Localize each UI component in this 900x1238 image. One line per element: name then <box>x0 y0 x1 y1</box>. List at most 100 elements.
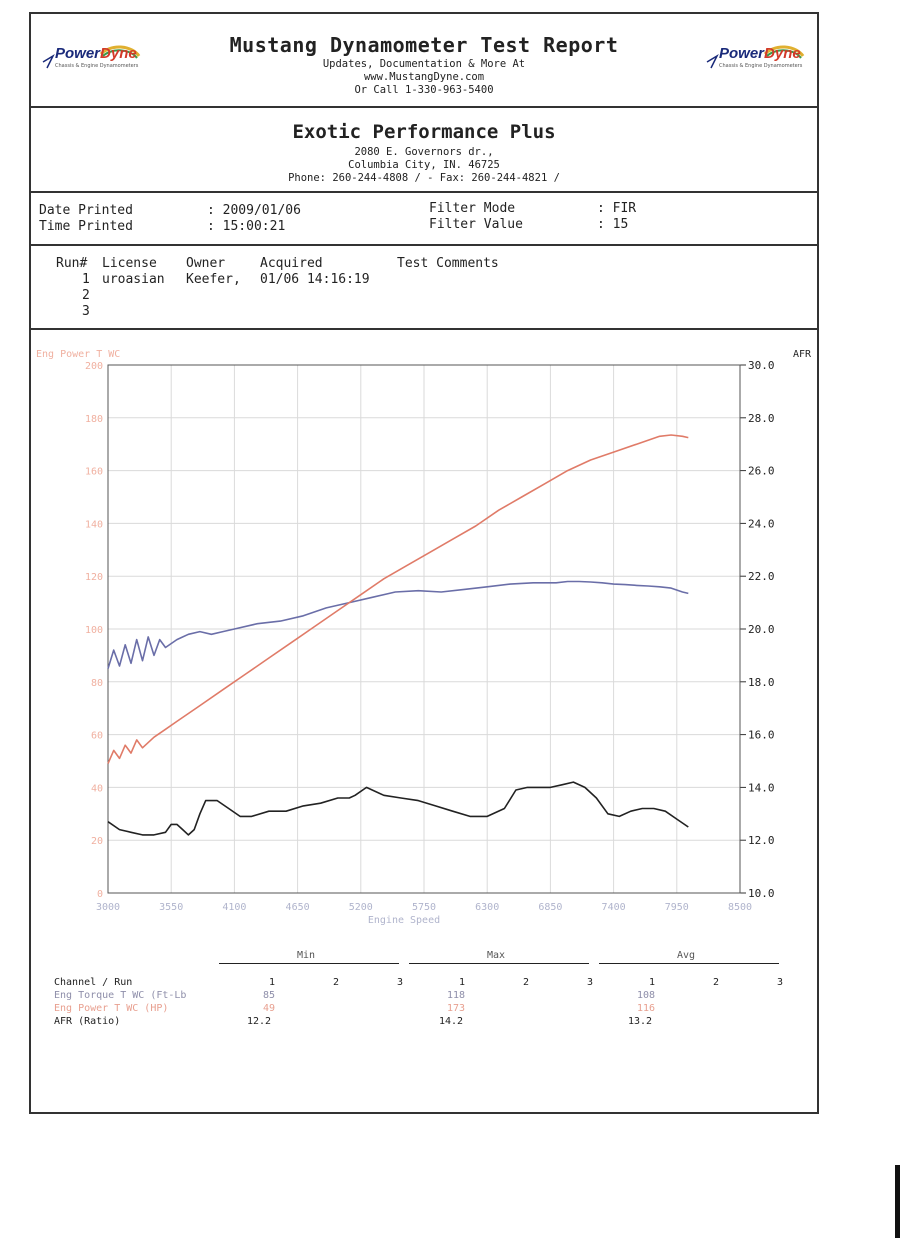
x-tick-label: 5200 <box>349 902 373 913</box>
avg-run-1: 1 <box>649 977 656 988</box>
series-line-power <box>107 434 689 764</box>
runs-header-comments: Test Comments <box>397 256 499 271</box>
date-printed-value: : 2009/01/06 <box>207 203 301 218</box>
shop-section: Exotic Performance Plus 2080 E. Governor… <box>31 108 817 193</box>
y-left-tick-label: 100 <box>85 625 103 636</box>
avg-run-3: 3 <box>777 977 784 988</box>
x-tick-label: 3550 <box>159 902 183 913</box>
y-right-axis-label: AFR <box>793 349 812 360</box>
max-run-3: 3 <box>587 977 594 988</box>
filter-mode-label: Filter Mode <box>429 201 516 216</box>
date-printed-label: Date Printed <box>39 203 133 218</box>
powerdyne-logo-right: PowerDyne Chassis & Engine Dynamometers <box>705 34 805 74</box>
dyno-chart: 3000 3550 4100 4650 5200 5750 6300 6850 7400 7950… <box>36 349 812 926</box>
print-info-section: Date Printed : 2009/01/06 Time Printed :… <box>31 193 817 246</box>
shop-address: 2080 E. Governors dr., <box>354 146 494 158</box>
summary-table: Min Max Avg Channel / Run 1 2 3 1 2 3 1 … <box>31 944 817 1054</box>
y-right-tick-label: 20.0 <box>748 623 775 636</box>
min-run-2: 2 <box>333 977 340 988</box>
runs-header-acquired: Acquired <box>260 256 323 271</box>
x-tick-label: 4100 <box>222 902 246 913</box>
time-printed-label: Time Printed <box>39 219 133 234</box>
header-line-1: Updates, Documentation & More At <box>322 58 526 70</box>
runs-header-owner: Owner <box>186 256 226 271</box>
y-right-tick-label: 18.0 <box>748 676 775 689</box>
run-number: 2 <box>82 288 90 303</box>
logo-left-tagline: Chassis & Engine Dynamometers <box>55 63 139 69</box>
y-left-tick-label: 80 <box>91 678 103 689</box>
y-left-tick-label: 20 <box>91 836 103 847</box>
y-right-tick-label: 14.0 <box>748 781 775 794</box>
logo-left-part2: Dyne <box>100 45 137 62</box>
series-line-afr <box>107 781 689 836</box>
y-right-tick-label: 10.0 <box>748 887 775 900</box>
filter-mode-value: : FIR <box>597 201 637 216</box>
logo-right-tagline: Chassis & Engine Dynamometers <box>719 63 803 69</box>
y-left-tick-label: 200 <box>85 361 103 372</box>
x-axis-label: Engine Speed <box>368 915 440 926</box>
summary-rule-avg <box>599 963 779 964</box>
series-line-torque <box>107 580 689 669</box>
y-right-tick-label: 12.0 <box>748 834 775 847</box>
runs-header-run: Run# <box>56 256 88 271</box>
x-tick-label: 8500 <box>728 902 752 913</box>
logo-arc-icon <box>42 45 141 69</box>
y-left-tick-label: 0 <box>97 889 103 900</box>
header-line-2: www.MustangDyne.com <box>363 71 485 83</box>
row-torque-max: 118 <box>447 990 466 1001</box>
row-afr-name: AFR (Ratio) <box>54 1016 121 1027</box>
channel-run-header: Channel / Run <box>54 977 133 988</box>
run-number: 1 <box>82 272 90 287</box>
x-tick-label: 7950 <box>665 902 689 913</box>
min-run-3: 3 <box>397 977 404 988</box>
row-power-avg: 116 <box>637 1003 656 1014</box>
filter-value-value: : 15 <box>597 217 629 232</box>
row-torque-name: Eng Torque T WC (Ft-Lb <box>54 990 187 1001</box>
run-acquired: 01/06 14:16:19 <box>260 272 370 287</box>
row-afr-max: 14.2 <box>439 1016 464 1027</box>
run-owner: Keefer, <box>186 272 241 287</box>
runs-header-license: License <box>102 256 157 271</box>
summary-rule-max <box>409 963 589 964</box>
runs-section: Run# License Owner Acquired Test Comment… <box>31 246 817 330</box>
row-afr-avg: 13.2 <box>628 1016 653 1027</box>
y-right-tick-label: 24.0 <box>748 517 775 530</box>
powerdyne-logo-left: PowerDyne Chassis & Engine Dynamometers <box>41 34 141 74</box>
logo-right-part2: Dyne <box>764 45 801 62</box>
plot-frame <box>107 364 741 894</box>
y-right-tick-label: 16.0 <box>748 729 775 742</box>
shop-contact: Phone: 260-244-4808 / - Fax: 260-244-482… <box>288 172 560 184</box>
row-afr-min: 12.2 <box>247 1016 272 1027</box>
row-torque-min: 85 <box>263 990 276 1001</box>
filter-value-label: Filter Value <box>429 217 523 232</box>
summary-group-min: Min <box>297 950 316 961</box>
max-run-2: 2 <box>523 977 530 988</box>
y-left-tick-label: 160 <box>85 467 103 478</box>
summary-rule-min <box>219 963 399 964</box>
y-left-tick-label: 180 <box>85 414 103 425</box>
scan-edge-mark <box>895 1165 900 1238</box>
y-right-tick-label: 28.0 <box>748 412 775 425</box>
header-line-3: Or Call 1-330-963-5400 <box>354 84 494 96</box>
shop-city: Columbia City, IN. 46725 <box>348 159 500 171</box>
y-right-tick-label: 30.0 <box>748 359 775 372</box>
summary-group-avg: Avg <box>677 950 696 961</box>
avg-run-2: 2 <box>713 977 720 988</box>
report-title: Mustang Dynamometer Test Report <box>229 33 619 57</box>
time-printed-value: : 15:00:21 <box>207 219 286 234</box>
logo-arc-icon <box>706 45 805 69</box>
logo-right-part1: Power <box>719 45 765 62</box>
report-header: PowerDyne Chassis & Engine Dynamometers … <box>31 14 817 108</box>
y-right-tick-label: 22.0 <box>748 570 775 583</box>
x-tick-label: 6300 <box>475 902 499 913</box>
summary-group-max: Max <box>487 950 506 961</box>
x-tick-label: 7400 <box>602 902 626 913</box>
y-left-tick-label: 60 <box>91 731 103 742</box>
x-tick-label: 4650 <box>286 902 310 913</box>
run-number: 3 <box>82 304 90 319</box>
max-run-1: 1 <box>459 977 466 988</box>
x-tick-label: 3000 <box>96 902 120 913</box>
logo-left-part1: Power <box>55 45 101 62</box>
y-left-axis-label: Eng Power T WC <box>36 349 120 360</box>
y-left-tick-label: 120 <box>85 572 103 583</box>
